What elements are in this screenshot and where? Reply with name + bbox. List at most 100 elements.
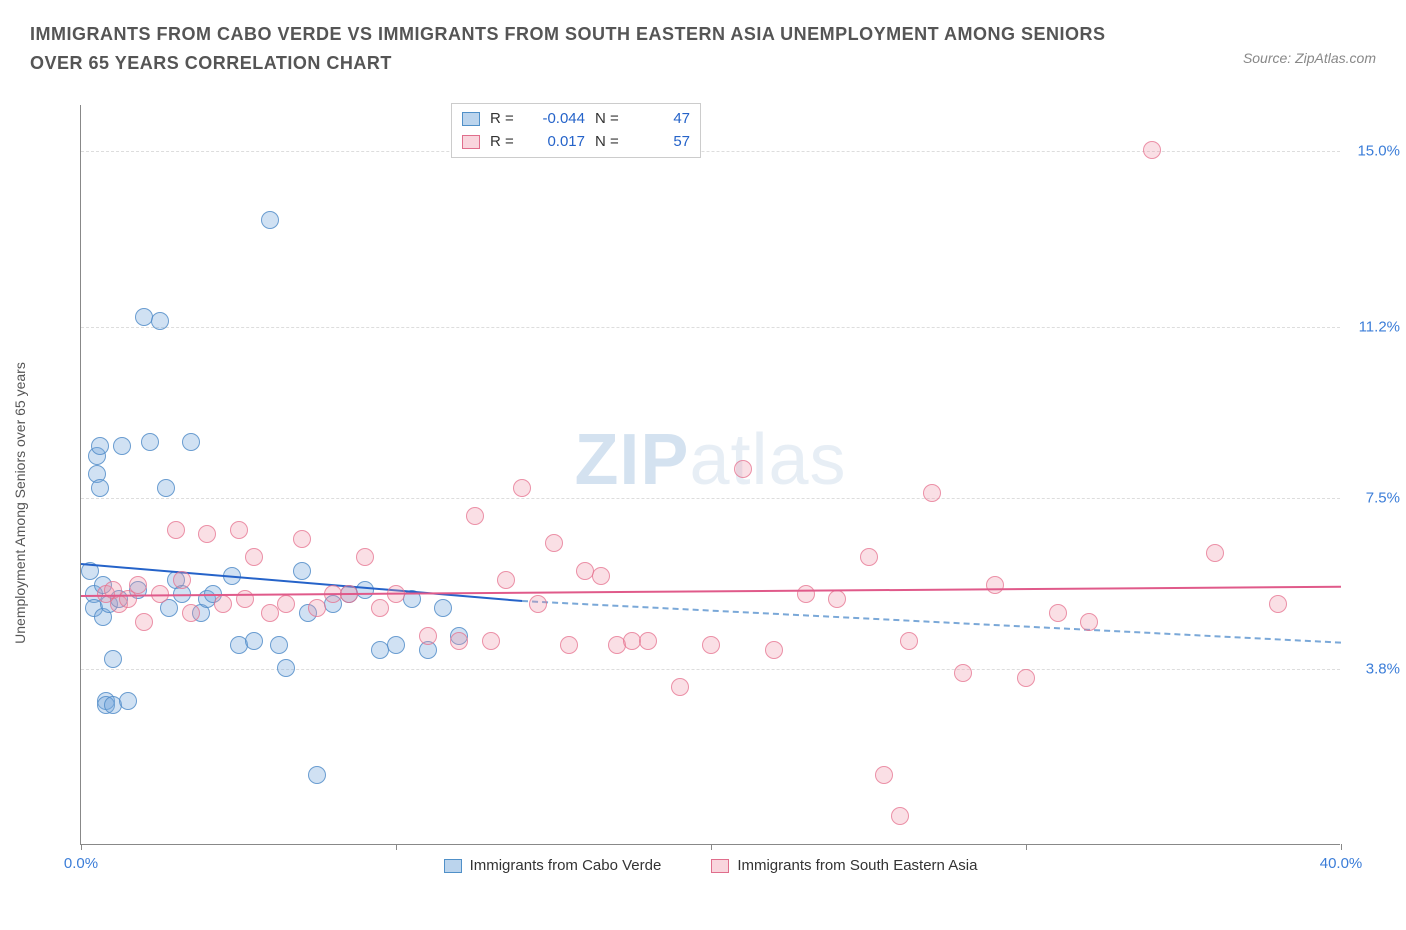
data-point bbox=[1049, 604, 1067, 622]
data-point bbox=[113, 437, 131, 455]
legend-swatch bbox=[462, 135, 480, 149]
legend-stat-row: R =0.017N =57 bbox=[462, 131, 690, 154]
data-point bbox=[261, 211, 279, 229]
x-tick-label: 40.0% bbox=[1320, 855, 1363, 872]
data-point bbox=[671, 678, 689, 696]
legend-swatch bbox=[462, 112, 480, 126]
n-value: 47 bbox=[635, 108, 690, 131]
data-point bbox=[765, 641, 783, 659]
data-point bbox=[450, 632, 468, 650]
data-point bbox=[466, 507, 484, 525]
data-point bbox=[875, 766, 893, 784]
legend-label: Immigrants from South Eastern Asia bbox=[737, 857, 977, 874]
data-point bbox=[157, 479, 175, 497]
data-point bbox=[387, 636, 405, 654]
data-point bbox=[129, 576, 147, 594]
data-point bbox=[293, 530, 311, 548]
data-point bbox=[1143, 141, 1161, 159]
stats-legend: R = -0.044 N = 47R = 0.017 N = 57 bbox=[451, 103, 701, 158]
data-point bbox=[986, 576, 1004, 594]
data-point bbox=[356, 581, 374, 599]
chart-title: IMMIGRANTS FROM CABO VERDE VS IMMIGRANTS… bbox=[30, 20, 1130, 78]
data-point bbox=[734, 460, 752, 478]
legend-swatch bbox=[711, 859, 729, 873]
y-tick-label: 3.8% bbox=[1366, 661, 1400, 678]
x-tick bbox=[1026, 844, 1027, 850]
y-tick-label: 7.5% bbox=[1366, 490, 1400, 507]
x-tick-label: 0.0% bbox=[64, 855, 98, 872]
y-tick-label: 11.2% bbox=[1359, 319, 1400, 336]
data-point bbox=[270, 636, 288, 654]
data-point bbox=[236, 590, 254, 608]
data-point bbox=[1269, 595, 1287, 613]
data-point bbox=[828, 590, 846, 608]
data-point bbox=[797, 585, 815, 603]
r-value: -0.044 bbox=[530, 108, 585, 131]
data-point bbox=[293, 562, 311, 580]
data-point bbox=[141, 433, 159, 451]
chart-container: Unemployment Among Seniors over 65 years… bbox=[50, 105, 1380, 885]
gridline bbox=[81, 327, 1340, 328]
data-point bbox=[356, 548, 374, 566]
data-point bbox=[245, 548, 263, 566]
plot-area: ZIPatlas R =-0.044N =47R =0.017N =57 Imm… bbox=[80, 105, 1340, 845]
legend-label: Immigrants from Cabo Verde bbox=[470, 857, 662, 874]
source-attribution: Source: ZipAtlas.com bbox=[1243, 50, 1376, 66]
data-point bbox=[277, 595, 295, 613]
data-point bbox=[954, 664, 972, 682]
data-point bbox=[91, 479, 109, 497]
data-point bbox=[214, 595, 232, 613]
data-point bbox=[702, 636, 720, 654]
data-point bbox=[371, 599, 389, 617]
r-label: R = bbox=[490, 131, 520, 154]
data-point bbox=[891, 807, 909, 825]
data-point bbox=[482, 632, 500, 650]
data-point bbox=[277, 659, 295, 677]
data-point bbox=[173, 571, 191, 589]
r-label: R = bbox=[490, 108, 520, 131]
series-legend: Immigrants from Cabo Verde Immigrants fro… bbox=[81, 857, 1340, 874]
data-point bbox=[545, 534, 563, 552]
legend-item: Immigrants from South Eastern Asia bbox=[711, 857, 977, 874]
data-point bbox=[639, 632, 657, 650]
data-point bbox=[91, 437, 109, 455]
legend-swatch bbox=[444, 859, 462, 873]
data-point bbox=[308, 599, 326, 617]
data-point bbox=[167, 521, 185, 539]
data-point bbox=[119, 692, 137, 710]
x-tick bbox=[81, 844, 82, 850]
data-point bbox=[900, 632, 918, 650]
legend-stat-row: R = -0.044 N = 47 bbox=[462, 108, 690, 131]
data-point bbox=[560, 636, 578, 654]
data-point bbox=[419, 627, 437, 645]
data-point bbox=[434, 599, 452, 617]
data-point bbox=[230, 521, 248, 539]
data-point bbox=[308, 766, 326, 784]
data-point bbox=[104, 650, 122, 668]
data-point bbox=[1080, 613, 1098, 631]
data-point bbox=[198, 525, 216, 543]
data-point bbox=[151, 312, 169, 330]
data-point bbox=[860, 548, 878, 566]
data-point bbox=[182, 604, 200, 622]
data-point bbox=[182, 433, 200, 451]
data-point bbox=[529, 595, 547, 613]
r-value: 0.017 bbox=[530, 131, 585, 154]
data-point bbox=[592, 567, 610, 585]
legend-item: Immigrants from Cabo Verde bbox=[444, 857, 662, 874]
data-point bbox=[135, 613, 153, 631]
x-tick bbox=[1341, 844, 1342, 850]
gridline bbox=[81, 669, 1340, 670]
x-tick bbox=[711, 844, 712, 850]
data-point bbox=[497, 571, 515, 589]
data-point bbox=[1017, 669, 1035, 687]
n-value: 57 bbox=[635, 131, 690, 154]
x-tick bbox=[396, 844, 397, 850]
data-point bbox=[513, 479, 531, 497]
data-point bbox=[245, 632, 263, 650]
y-axis-label: Unemployment Among Seniors over 65 years bbox=[12, 362, 28, 644]
gridline bbox=[81, 498, 1340, 499]
data-point bbox=[923, 484, 941, 502]
watermark: ZIPatlas bbox=[574, 419, 846, 501]
n-label: N = bbox=[595, 108, 625, 131]
